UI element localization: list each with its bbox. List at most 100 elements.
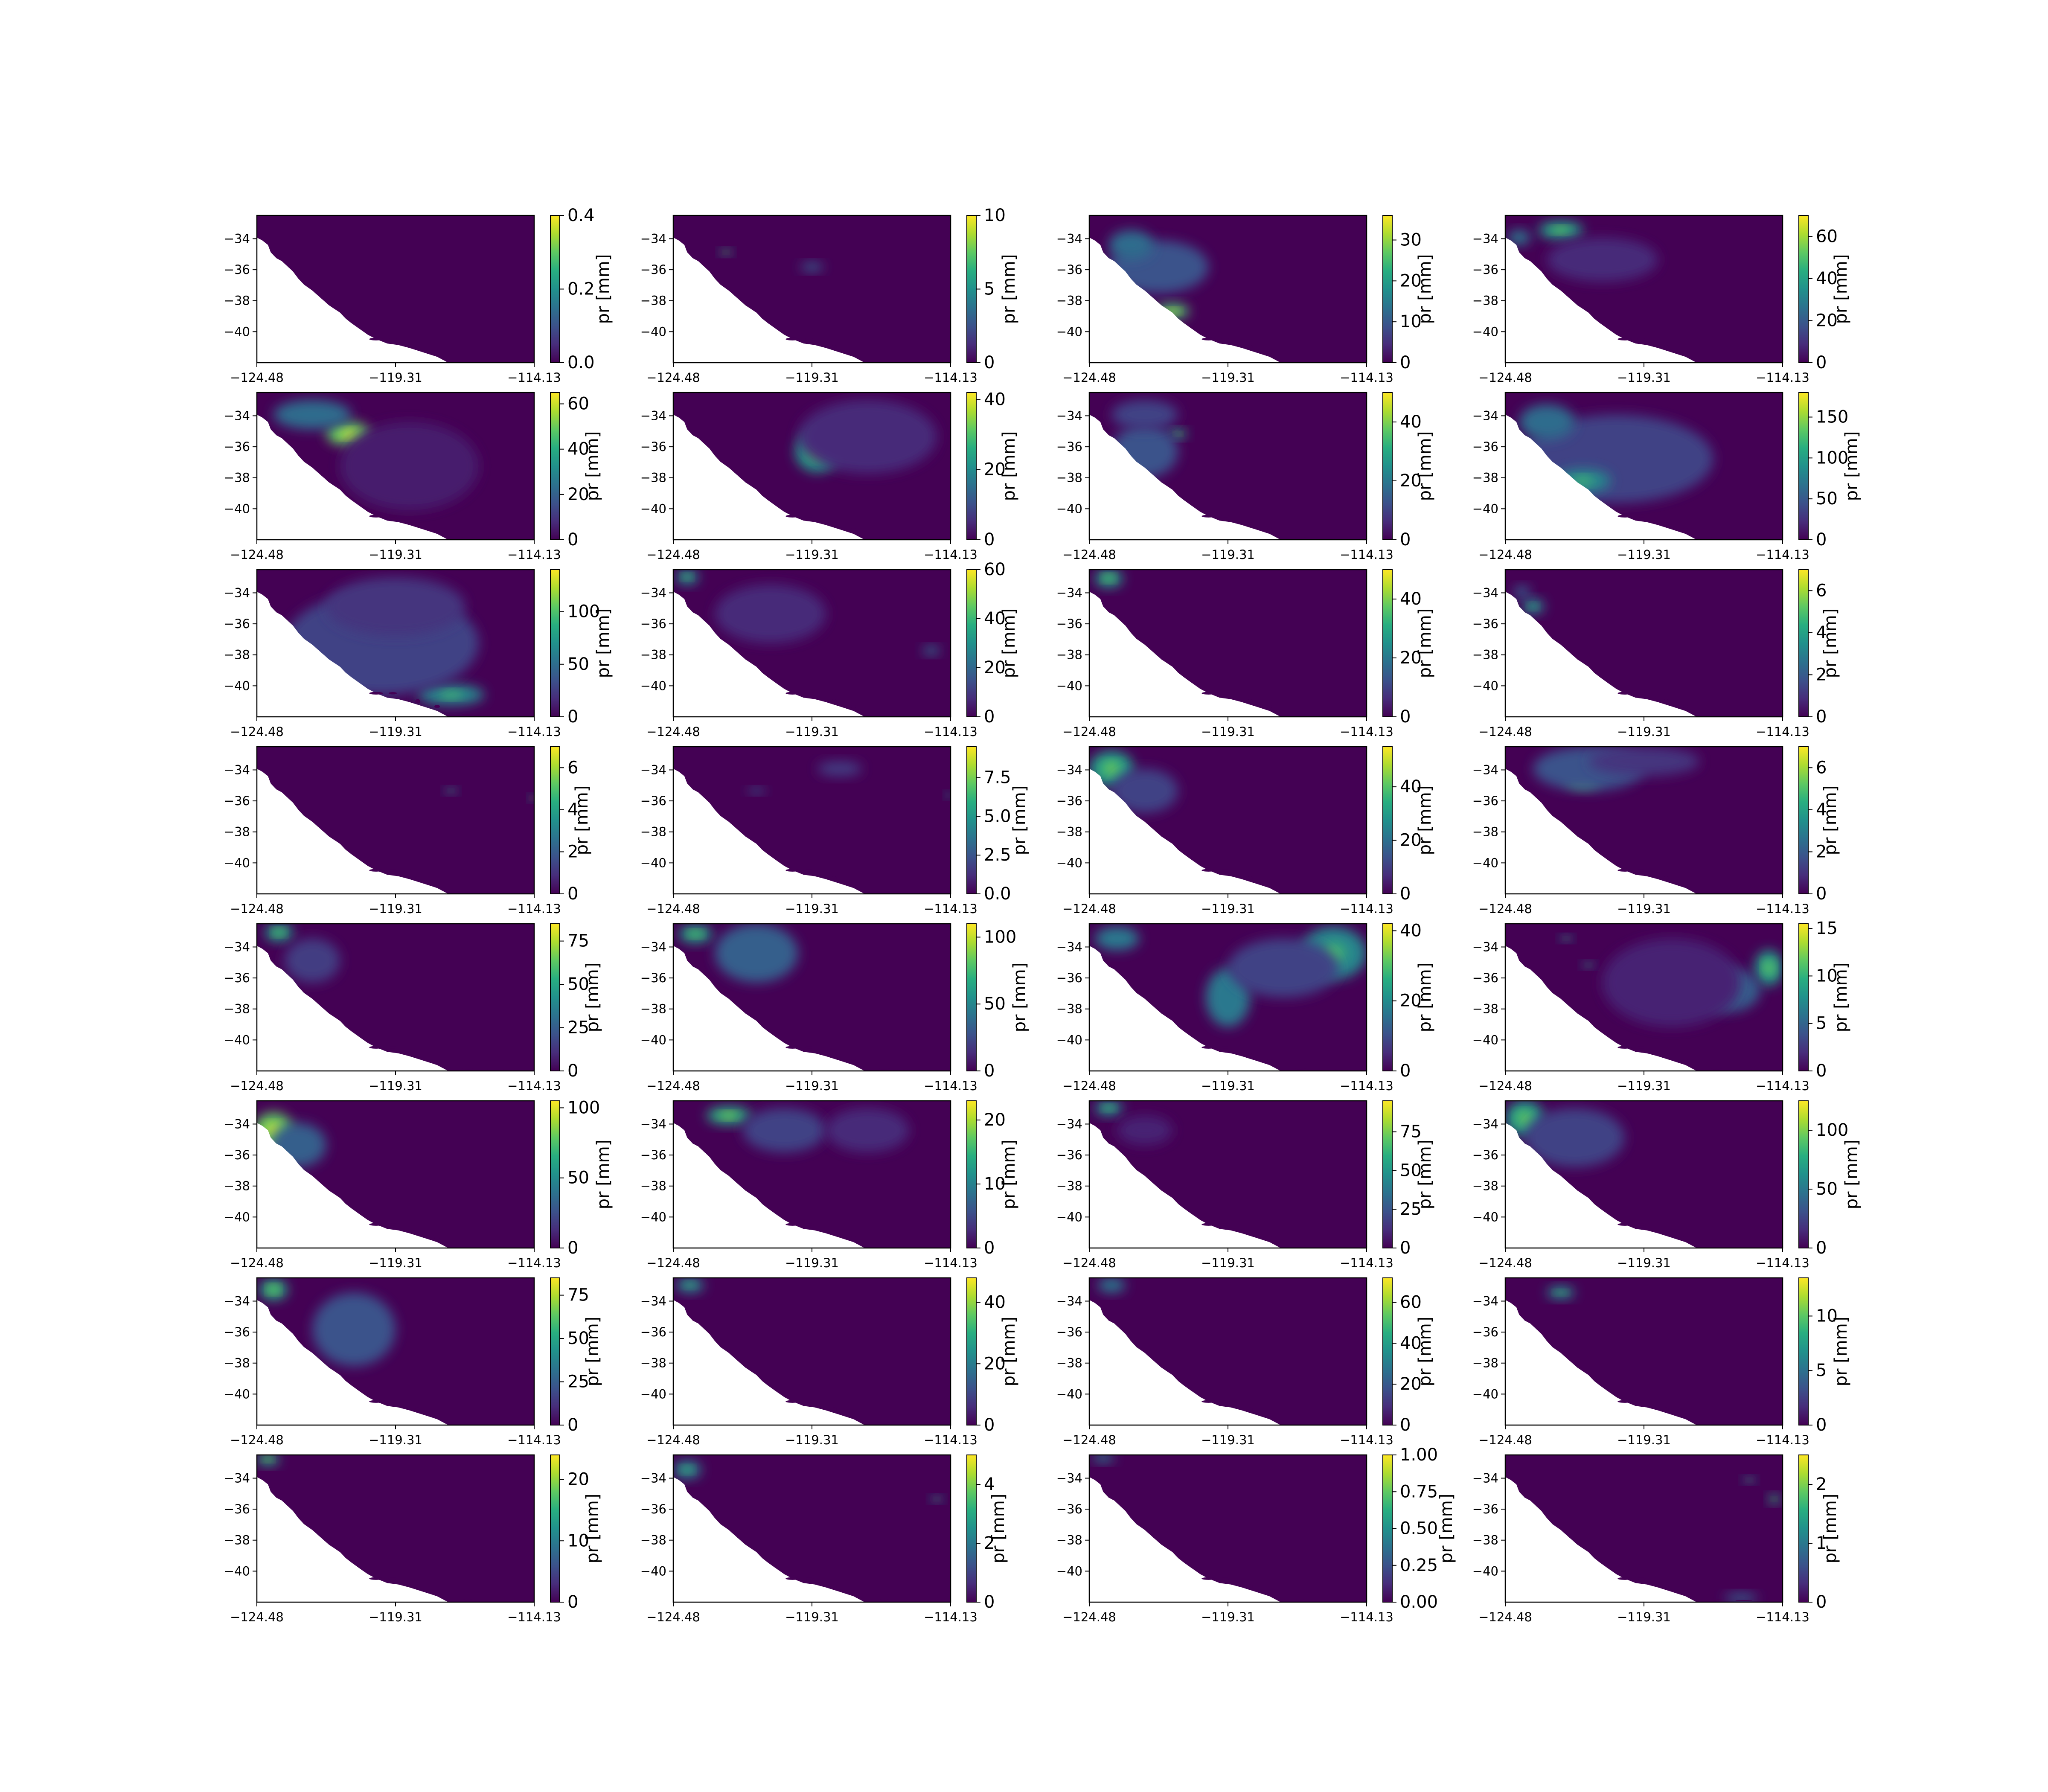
ocean-mask xyxy=(1089,1477,1281,1602)
y-tick-label: −34 xyxy=(1056,940,1082,954)
island xyxy=(851,528,856,531)
colorbar-label: pr [mm] xyxy=(1010,785,1030,855)
island xyxy=(903,1423,920,1424)
x-tick-label: −124.48 xyxy=(1062,902,1116,916)
y-tick-label: −38 xyxy=(1056,1533,1082,1548)
map-panel: −34 −36 −38 −40 −124.48 −119.31 −114.13 0 5 10 pr … xyxy=(640,206,1019,385)
colorbar xyxy=(550,215,560,363)
y-tick-label: −40 xyxy=(1056,1564,1082,1578)
colorbar xyxy=(1798,569,1809,717)
colorbar-label: pr [mm] xyxy=(583,1317,602,1387)
precip-field xyxy=(257,570,534,717)
colorbar-tick-label: 10 xyxy=(567,1531,589,1551)
x-tick-label: −124.48 xyxy=(1478,902,1532,916)
precip-cell xyxy=(1602,938,1741,1027)
y-tick-label: −34 xyxy=(224,408,250,423)
x-tick-label: −114.13 xyxy=(1756,547,1809,562)
x-tick-label: −119.31 xyxy=(1201,1433,1255,1447)
precip-cell xyxy=(1228,938,1339,998)
precip-core xyxy=(1104,575,1114,582)
y-tick-label: −36 xyxy=(224,1148,250,1162)
colorbar xyxy=(550,392,560,540)
island xyxy=(388,1577,397,1580)
colorbar-tick-label: 30 xyxy=(1400,230,1422,250)
precip-field xyxy=(257,393,534,540)
island xyxy=(487,892,504,893)
ocean-mask xyxy=(1089,1123,1281,1248)
precip-core xyxy=(1103,762,1120,775)
colorbar-tick-label: 0 xyxy=(1816,530,1827,550)
colorbar-tick-label: 7.5 xyxy=(984,768,1011,788)
island xyxy=(1248,699,1253,704)
colorbar-label: pr [mm] xyxy=(1010,963,1030,1033)
island xyxy=(1295,1422,1306,1424)
x-tick-label: −119.31 xyxy=(785,370,839,385)
island xyxy=(1735,892,1752,893)
y-tick-label: −40 xyxy=(1472,1210,1498,1224)
x-tick-label: −119.31 xyxy=(1617,1610,1671,1624)
precip-field xyxy=(1089,393,1367,540)
colorbar-tick-label: 0 xyxy=(984,1415,995,1435)
y-tick-label: −38 xyxy=(640,1179,666,1193)
colorbar-tick-label: 20 xyxy=(1816,311,1838,330)
island xyxy=(851,705,856,708)
island xyxy=(1267,1590,1272,1594)
y-tick-label: −36 xyxy=(224,1325,250,1339)
ocean-mask xyxy=(257,591,448,717)
colorbar xyxy=(1382,569,1393,717)
colorbar xyxy=(550,923,560,1071)
island xyxy=(1319,538,1336,539)
colorbar xyxy=(966,1455,977,1603)
colorbar xyxy=(966,1100,977,1248)
island xyxy=(462,1068,473,1070)
ocean-mask xyxy=(257,1123,448,1248)
colorbar-tick-label: 0 xyxy=(567,530,578,550)
y-tick-label: −40 xyxy=(640,501,666,516)
map-panel: −34 −36 −38 −40 −124.48 −119.31 −114.13 0 50 100 p… xyxy=(640,923,1030,1093)
x-tick-label: −124.48 xyxy=(230,1433,284,1447)
island xyxy=(785,1046,800,1049)
y-tick-label: −36 xyxy=(640,439,666,454)
colorbar-tick-label: 40 xyxy=(1400,921,1422,940)
island xyxy=(1735,715,1752,716)
island xyxy=(1221,869,1230,872)
island xyxy=(879,891,890,893)
island xyxy=(1735,361,1752,362)
precip-core xyxy=(1764,962,1774,974)
colorbar-tick-label: 0 xyxy=(984,530,995,550)
precip-field xyxy=(1089,215,1367,363)
x-tick-label: −114.13 xyxy=(1756,1256,1809,1270)
x-tick-label: −114.13 xyxy=(1756,370,1809,385)
y-tick-label: −36 xyxy=(640,617,666,631)
x-tick-label: −124.48 xyxy=(1062,1079,1116,1093)
island xyxy=(1201,869,1216,872)
y-tick-label: −38 xyxy=(1056,825,1082,839)
island xyxy=(1617,515,1632,518)
colorbar-tick-label: 75 xyxy=(1400,1122,1422,1142)
colorbar xyxy=(1382,1277,1393,1425)
colorbar-tick-label: 6 xyxy=(567,758,578,777)
x-tick-label: −124.48 xyxy=(646,1433,700,1447)
island xyxy=(785,515,800,518)
precip-cell xyxy=(923,646,940,655)
y-tick-label: −34 xyxy=(1472,940,1498,954)
precip-cell xyxy=(1097,1278,1126,1293)
colorbar-label: pr [mm] xyxy=(1821,1494,1840,1564)
precip-core xyxy=(1529,604,1537,609)
x-tick-label: −119.31 xyxy=(1201,902,1255,916)
precip-field xyxy=(1089,924,1367,1071)
x-tick-label: −114.13 xyxy=(507,724,561,739)
y-tick-label: −36 xyxy=(640,971,666,985)
island xyxy=(1617,1223,1632,1226)
ocean-mask xyxy=(1505,768,1697,894)
y-tick-label: −34 xyxy=(1472,231,1498,246)
precip-field xyxy=(673,570,951,717)
y-tick-label: −34 xyxy=(224,1294,250,1308)
y-tick-label: −38 xyxy=(1056,1002,1082,1016)
y-tick-label: −40 xyxy=(224,1387,250,1401)
y-tick-label: −36 xyxy=(1056,1502,1082,1516)
island xyxy=(805,1223,814,1226)
colorbar xyxy=(1798,392,1809,540)
precip-cell xyxy=(312,1292,396,1366)
y-tick-label: −36 xyxy=(224,439,250,454)
